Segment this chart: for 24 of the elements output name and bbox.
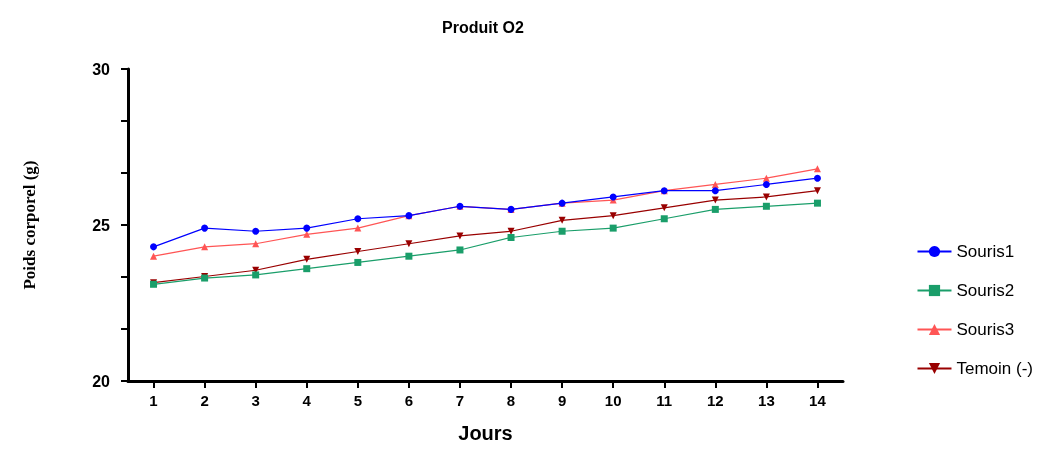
x-tick-label: 1 xyxy=(149,392,158,409)
x-tick-label: 6 xyxy=(404,392,414,409)
y-tick-label: 30 xyxy=(92,60,111,78)
x-tick-label: 13 xyxy=(758,392,775,409)
x-tick-label: 14 xyxy=(809,392,827,409)
x-tick-label: 4 xyxy=(302,392,312,409)
y-tick-label: 25 xyxy=(92,216,111,234)
x-tick-label: 12 xyxy=(706,392,724,409)
y-axis-title: Poids corporel (g) xyxy=(20,160,39,290)
x-tick-label: 5 xyxy=(353,392,362,409)
legend-label: Souris1 xyxy=(956,242,1015,261)
x-tick-label: 9 xyxy=(557,392,567,409)
x-tick-label: 8 xyxy=(506,392,516,409)
x-tick-label: 7 xyxy=(455,392,465,409)
x-axis-title: Jours xyxy=(458,422,513,444)
x-tick-label: 10 xyxy=(604,392,622,409)
chart-title: Produit O2 xyxy=(442,18,524,36)
legend-label: Temoin (-) xyxy=(956,359,1034,378)
y-tick-label: 20 xyxy=(92,372,111,390)
x-tick-label: 3 xyxy=(251,392,260,409)
legend-label: Souris2 xyxy=(956,281,1015,300)
x-tick-label: 2 xyxy=(200,392,209,409)
x-tick-label: 11 xyxy=(656,392,673,409)
legend-label: Souris3 xyxy=(956,320,1015,339)
